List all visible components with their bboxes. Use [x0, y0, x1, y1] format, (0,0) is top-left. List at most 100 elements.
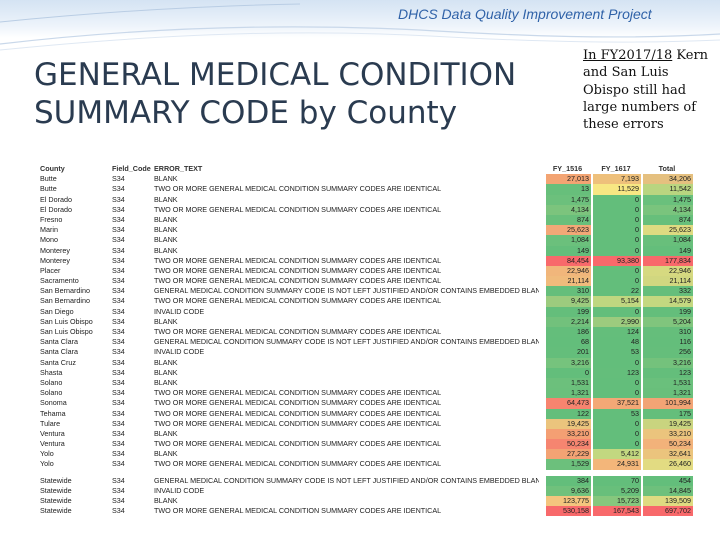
cell-error-text: TWO OR MORE GENERAL MEDICAL CONDITION SU… — [154, 439, 442, 449]
cell-error-text: GENERAL MEDICAL CONDITION SUMMARY CODE I… — [154, 286, 539, 296]
cell-fy1617: 0 — [593, 235, 641, 246]
cell-error-text: TWO OR MORE GENERAL MEDICAL CONDITION SU… — [154, 204, 442, 214]
cell-county: Ventura — [40, 428, 65, 438]
cell-field-code: S34 — [112, 276, 125, 286]
cell-fy1516: 1,529 — [546, 459, 591, 470]
cell-county: Marin — [40, 225, 58, 235]
cell-field-code: S34 — [112, 184, 125, 194]
cell-fy1516: 33,210 — [546, 428, 591, 440]
cell-fy1617: 0 — [593, 418, 641, 429]
cell-fy1516: 50,234 — [546, 439, 591, 450]
table-row: Marin S34 BLANK 25,623 0 25,623 — [36, 225, 694, 236]
cell-fy1617: 0 — [593, 357, 641, 368]
cell-county: Solano — [40, 388, 63, 398]
table-row: San Luis Obispo S34 BLANK 2,214 2,990 5,204 — [36, 316, 694, 327]
cell-total: 1,475 — [643, 194, 693, 205]
cell-total: 1,531 — [643, 377, 693, 389]
cell-total: 332 — [643, 286, 693, 297]
statewide-body: Statewide S34 GENERAL MEDICAL CONDITION SU… — [36, 475, 694, 517]
cell-error-text: TWO OR MORE GENERAL MEDICAL CONDITION SU… — [154, 398, 442, 408]
cell-total: 11,542 — [643, 184, 693, 195]
col-header-county: County — [40, 164, 65, 173]
cell-fy1516: 84,454 — [546, 255, 591, 266]
table-row: Monterey S34 BLANK 149 0 149 — [36, 245, 694, 256]
cell-field-code: S34 — [112, 388, 125, 398]
table-row: Santa Cruz S34 BLANK 3,216 0 3,216 — [36, 357, 694, 368]
cell-fy1516: 0 — [546, 367, 591, 378]
cell-fy1617: 0 — [593, 388, 641, 399]
cell-total: 175 — [643, 408, 693, 419]
cell-total: 310 — [643, 327, 693, 338]
cell-fy1617: 2,990 — [593, 316, 641, 327]
cell-total: 32,641 — [643, 449, 693, 460]
cell-fy1516: 64,473 — [546, 398, 591, 409]
cell-fy1516: 1,475 — [546, 194, 591, 205]
cell-field-code: S34 — [112, 449, 125, 459]
cell-county: San Luis Obispo — [40, 316, 93, 326]
table-body: Butte S34 BLANK 27,013 7,193 34,206 Butte S34 TW… — [36, 174, 694, 470]
cell-error-text: TWO OR MORE GENERAL MEDICAL CONDITION SU… — [154, 265, 442, 275]
cell-fy1516: 2,214 — [546, 316, 591, 327]
cell-error-text: TWO OR MORE GENERAL MEDICAL CONDITION SU… — [154, 276, 442, 286]
cell-field-code: S34 — [112, 485, 125, 495]
cell-total: 1,084 — [643, 235, 693, 246]
cell-fy1516: 27,229 — [546, 449, 591, 460]
cell-county: San Luis Obispo — [40, 327, 93, 336]
cell-total: 26,460 — [643, 459, 693, 470]
cell-field-code: S34 — [112, 286, 125, 296]
cell-fy1617: 0 — [593, 214, 641, 226]
cell-total: 874 — [643, 214, 693, 226]
cell-fy1516: 9,636 — [546, 485, 591, 496]
cell-total: 123 — [643, 367, 693, 378]
cell-fy1617: 53 — [593, 347, 641, 358]
cell-error-text: BLANK — [154, 194, 178, 204]
cell-error-text: INVALID CODE — [154, 485, 205, 495]
cell-fy1516: 25,623 — [546, 225, 591, 236]
cell-county: Butte — [40, 184, 57, 194]
table-row: Ventura S34 TWO OR MORE GENERAL MEDICAL CO… — [36, 439, 694, 450]
table-row: Butte S34 TWO OR MORE GENERAL MEDICAL COND… — [36, 184, 694, 195]
cell-fy1617: 7,193 — [593, 174, 641, 185]
cell-error-text: TWO OR MORE GENERAL MEDICAL CONDITION SU… — [154, 408, 442, 418]
cell-field-code: S34 — [112, 255, 125, 265]
cell-fy1516: 149 — [546, 245, 591, 256]
cell-error-text: GENERAL MEDICAL CONDITION SUMMARY CODE I… — [154, 475, 539, 485]
cell-fy1516: 21,114 — [546, 276, 591, 287]
table-row: Sacramento S34 TWO OR MORE GENERAL MEDICAL… — [36, 276, 694, 287]
cell-field-code: S34 — [112, 439, 125, 449]
cell-field-code: S34 — [112, 408, 125, 418]
cell-total: 25,623 — [643, 225, 693, 236]
cell-fy1617: 0 — [593, 306, 641, 317]
table-row: Sonoma S34 TWO OR MORE GENERAL MEDICAL CON… — [36, 398, 694, 409]
cell-error-text: BLANK — [154, 449, 178, 459]
cell-fy1617: 15,723 — [593, 496, 641, 507]
table-row: Mono S34 BLANK 1,084 0 1,084 — [36, 235, 694, 246]
cell-fy1516: 530,158 — [546, 506, 591, 517]
cell-field-code: S34 — [112, 225, 125, 235]
cell-total: 22,946 — [643, 265, 693, 277]
table-row: Monterey S34 TWO OR MORE GENERAL MEDICAL C… — [36, 255, 694, 266]
cell-fy1617: 0 — [593, 265, 641, 277]
cell-error-text: BLANK — [154, 225, 178, 235]
cell-fy1516: 4,134 — [546, 204, 591, 215]
cell-fy1617: 123 — [593, 367, 641, 378]
cell-fy1516: 1,084 — [546, 235, 591, 246]
cell-fy1617: 0 — [593, 377, 641, 389]
cell-fy1617: 5,412 — [593, 449, 641, 460]
cell-fy1617: 48 — [593, 337, 641, 348]
cell-county: Shasta — [40, 367, 63, 377]
cell-fy1617: 70 — [593, 475, 641, 486]
table-row: Tehama S34 TWO OR MORE GENERAL MEDICAL CON… — [36, 408, 694, 419]
header-title: DHCS Data Quality Improvement Project — [398, 6, 652, 22]
cell-county: Placer — [40, 265, 61, 275]
cell-county: Solano — [40, 377, 63, 387]
table-row: Yolo S34 TWO OR MORE GENERAL MEDICAL CONDI… — [36, 459, 694, 470]
statewide-row: Statewide S34 GENERAL MEDICAL CONDITION SU… — [36, 475, 694, 486]
cell-fy1516: 310 — [546, 286, 591, 297]
cell-fy1516: 13 — [546, 184, 591, 195]
cell-fy1516: 19,425 — [546, 418, 591, 429]
cell-field-code: S34 — [112, 327, 125, 336]
cell-county: Santa Cruz — [40, 357, 76, 367]
cell-fy1516: 201 — [546, 347, 591, 358]
cell-fy1617: 0 — [593, 225, 641, 236]
